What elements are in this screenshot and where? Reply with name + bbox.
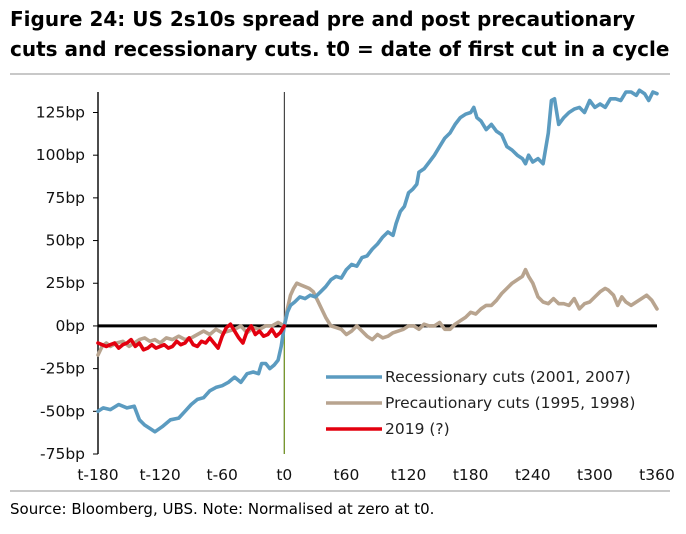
legend: Recessionary cuts (2001, 2007) Precaution…	[326, 368, 635, 438]
x-tick-label: t60	[334, 466, 360, 484]
series-line	[96, 267, 659, 357]
title-divider	[10, 73, 670, 75]
y-tick-label: -75bp	[40, 445, 85, 463]
x-tick-label: t180	[453, 466, 489, 484]
y-tick-label: 125bp	[36, 103, 85, 121]
x-tick-label: t360	[639, 466, 675, 484]
x-tick-label: t-180	[77, 466, 118, 484]
x-tick-label: t240	[515, 466, 551, 484]
legend-label: Precautionary cuts (1995, 1998)	[385, 394, 635, 412]
y-tick-label: -50bp	[40, 402, 85, 420]
x-tick-label: t0	[276, 466, 292, 484]
x-tick-label: t-60	[207, 466, 238, 484]
y-tick-label: -25bp	[40, 360, 85, 378]
y-tick-label: 75bp	[46, 189, 85, 207]
series-line	[96, 88, 659, 434]
y-tick-label: 25bp	[46, 274, 85, 292]
y-tick-label: 100bp	[36, 146, 85, 164]
x-tick-label: t-120	[139, 466, 180, 484]
axes-layer: -75bp -50bp -25bp 0bp 25bp 50bp 75bp 100bp 125bp…	[36, 92, 675, 484]
series-layer	[96, 88, 659, 434]
x-tick-label: t120	[391, 466, 427, 484]
legend-label: 2019 (?)	[385, 420, 450, 438]
x-tick-label: t300	[577, 466, 613, 484]
legend-label: Recessionary cuts (2001, 2007)	[385, 368, 631, 386]
source-divider	[10, 490, 670, 492]
series-line	[96, 322, 287, 352]
y-tick-label: 0bp	[55, 317, 85, 335]
source-note: Source: Bloomberg, UBS. Note: Normalised…	[10, 500, 435, 518]
chart-title: Figure 24: US 2s10s spread pre and post …	[10, 7, 670, 61]
y-tick-label: 50bp	[46, 232, 85, 250]
